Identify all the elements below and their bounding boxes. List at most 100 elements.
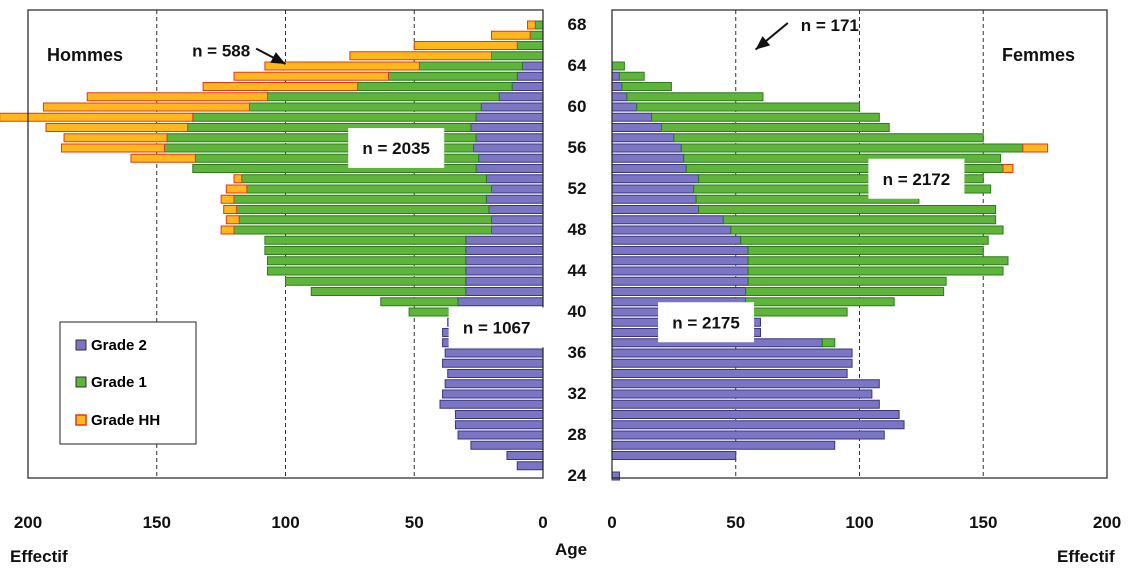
annotation-box-left-1 (348, 128, 445, 168)
value-tick-left-100: 100 (271, 513, 299, 532)
bar-right-grade-1-age-51 (695, 194, 920, 204)
bar-left-grade-2-age-41 (457, 297, 544, 307)
bar-left-grade-2-age-50 (488, 205, 544, 214)
bar-left-grade-1-age-68 (534, 20, 544, 30)
value-axis-label-left: Effectif (10, 547, 68, 566)
annotations-layer: n = 588 n = 2035 n = 1067 n = 171 n = 2175 n … (192, 16, 965, 348)
bar-right-grade-1-age-50 (698, 205, 997, 214)
age-axis-label: Age (555, 540, 587, 559)
bar-right-grade-2-age-62 (611, 82, 623, 91)
bar-left-grade-2-age-30 (454, 410, 544, 419)
plot-frame-right (611, 9, 1108, 479)
bar-right-grade-1-age-63 (618, 71, 645, 81)
legend-label-grade-hh: Grade HH (91, 412, 160, 429)
bar-right-grade-2-age-35 (611, 358, 853, 368)
annotation-left-2: n = 1067 (463, 318, 531, 337)
bar-right-grade-2-age-43 (611, 276, 749, 286)
bar-right-grade-2-age-48 (611, 225, 732, 235)
bar-left-grade-1-age-51 (233, 194, 487, 204)
bar-right-grade-1-age-43 (747, 276, 947, 286)
bar-left-grade-hh-age-57 (63, 133, 168, 143)
bar-right-grade-1-age-42 (745, 287, 945, 296)
bar-right-grade-2-age-30 (611, 410, 900, 419)
bar-right-grade-1-age-55 (683, 153, 1002, 163)
bar-left-grade-2-age-55 (478, 153, 544, 163)
bar-left-grade-1-age-52 (246, 184, 492, 194)
bar-left-grade-2-age-44 (465, 266, 544, 276)
legend-swatch-grade-1 (75, 376, 87, 388)
bar-right-grade-2-age-54 (611, 164, 687, 173)
bar-left-grade-2-age-54 (475, 164, 544, 173)
bar-left-grade-2-age-32 (442, 389, 544, 399)
bar-right-grade-2-age-56 (611, 143, 682, 153)
bar-left-grade-2-age-56 (472, 143, 544, 153)
bar-left-grade-1-age-53 (241, 174, 487, 184)
bar-left-grade-hh-age-68 (527, 20, 536, 30)
bar-left-grade-1-age-63 (388, 71, 518, 81)
bar-left-grade-hh-age-55 (130, 153, 196, 163)
age-tick-36: 36 (568, 343, 587, 362)
bar-right-grade-1-age-60 (636, 102, 860, 112)
plot-frames (27, 9, 1108, 479)
legend: Grade 2 Grade 1 Grade HH (59, 321, 197, 445)
age-tick-64: 64 (568, 56, 587, 75)
age-tick-48: 48 (568, 220, 587, 239)
value-tick-right-0: 0 (607, 513, 616, 532)
bar-left-grade-2-age-64 (521, 61, 544, 71)
bar-left-grade-hh-age-63 (233, 71, 389, 81)
bar-right-grade-2-age-58 (611, 123, 662, 132)
bar-left-grade-2-age-53 (485, 174, 544, 184)
bar-right-grade-1-age-47 (740, 235, 989, 245)
bar-right-grade-2-age-52 (611, 184, 695, 194)
bar-left-grade-1-age-67 (529, 30, 544, 40)
bar-left-grade-hh-age-60 (42, 102, 250, 112)
bar-right-grade-1-age-49 (722, 215, 997, 225)
bar-left-grade-hh-age-49 (225, 215, 240, 225)
bar-left-grade-2-age-63 (516, 71, 544, 81)
bar-left-grade-hh-age-48 (220, 225, 235, 235)
bar-left-grade-hh-age-53 (233, 174, 243, 184)
bar-right-grade-1-age-44 (747, 266, 1004, 276)
age-tick-28: 28 (568, 425, 587, 444)
bar-left-grade-2-age-33 (444, 379, 544, 389)
bar-left-grade-hh-age-67 (491, 30, 531, 40)
bar-left-grade-2-age-36 (444, 348, 544, 358)
bar-right-grade-2-age-57 (611, 133, 675, 143)
legend-label-grade-1: Grade 1 (91, 374, 147, 391)
bar-left-grade-2-age-26 (506, 451, 544, 460)
bar-left-grade-2-age-48 (491, 225, 544, 235)
bar-left-grade-1-age-66 (516, 41, 544, 50)
bar-left-grade-2-age-27 (470, 440, 544, 450)
bar-left-grade-hh-age-56 (60, 143, 165, 153)
bar-right-grade-2-age-32 (611, 389, 873, 399)
bar-right-grade-1-age-62 (621, 82, 672, 91)
annotation-left-1: n = 2035 (362, 139, 430, 158)
bar-left-grade-1-age-46 (264, 246, 467, 255)
bar-right-grade-2-age-55 (611, 153, 685, 163)
bar-left-grade-hh-age-50 (223, 205, 238, 214)
bar-left-grade-hh-age-64 (264, 61, 420, 71)
tick-labels: 24 28 32 36 40 44 48 52 56 60 64 68 0 0 50 50 100 100 150 1… (14, 15, 1121, 532)
bar-right-grade-2-age-45 (611, 256, 749, 266)
bar-left-grade-1-age-48 (233, 225, 492, 235)
bar-left-grade-1-age-60 (248, 102, 482, 112)
age-tick-56: 56 (568, 138, 587, 157)
value-tick-right-200: 200 (1093, 513, 1121, 532)
bar-left-grade-1-age-45 (266, 256, 467, 266)
bar-left-grade-1-age-49 (238, 215, 492, 225)
bar-left-grade-1-age-44 (266, 266, 467, 276)
bar-left-grade-2-age-49 (491, 215, 544, 225)
bar-left-grade-hh-age-61 (86, 92, 268, 102)
annotation-box-right-2 (868, 158, 965, 199)
bar-right-grade-1-age-45 (747, 256, 1009, 266)
panel-title-left: Hommes (47, 45, 123, 65)
bar-left-grade-2-age-43 (465, 276, 544, 286)
bar-right-grade-1-age-48 (730, 225, 1004, 235)
bar-left-grade-2-age-61 (498, 92, 544, 102)
bar-right-grade-2-age-53 (611, 174, 700, 184)
bar-right-grade-1-age-37 (821, 338, 836, 348)
bar-right-grade-1-age-41 (745, 297, 895, 307)
bar-right-grade-2-age-59 (611, 112, 653, 122)
value-tick-left-50: 50 (405, 513, 424, 532)
bar-left-grade-1-age-61 (266, 92, 500, 102)
